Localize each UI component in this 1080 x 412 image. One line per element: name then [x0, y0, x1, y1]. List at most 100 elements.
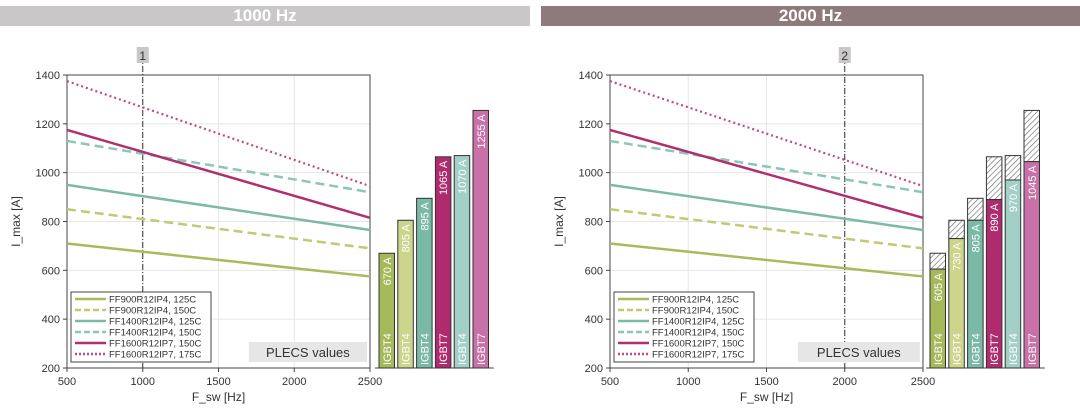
- series-line: [66, 208, 371, 250]
- legend-entry: FF900R12IP4, 150C: [652, 306, 739, 317]
- bar-value-label: 730 A: [952, 242, 964, 271]
- bar-type-label: IGBT4: [933, 333, 945, 365]
- bar-type-label: IGBT4: [970, 333, 982, 365]
- legend-entry: FF1600R12IP7, 150C: [109, 339, 202, 350]
- bar-value-label: 1255 A: [476, 114, 488, 149]
- bar-value-label: 805 A: [401, 224, 413, 253]
- y-tick-label: 1000: [579, 168, 603, 180]
- y-tick-label: 1200: [579, 119, 603, 131]
- y-tick-label: 600: [42, 265, 60, 277]
- bar-value-label: 970 A: [1008, 183, 1020, 212]
- bar-hatched-segment: [985, 156, 1003, 201]
- y-tick-label: 400: [585, 314, 603, 326]
- x-tick-label: 1000: [131, 376, 155, 388]
- y-axis-label: I_max [A]: [552, 196, 566, 247]
- bar: [397, 219, 414, 369]
- legend-entry: FF1600R12IP7, 175C: [109, 350, 202, 361]
- series-line: [66, 139, 371, 194]
- bar-type-label: IGBT4: [382, 333, 394, 365]
- bar-type-label: IGBT4: [401, 333, 413, 365]
- series-line: [609, 80, 924, 188]
- bar-value-label: 1070 A: [457, 159, 469, 194]
- bar-type-label: IGBT7: [1027, 333, 1039, 365]
- y-tick-label: 1400: [36, 70, 60, 82]
- legend-box: [613, 291, 755, 363]
- x-axis-label: F_sw [Hz]: [192, 390, 245, 404]
- series-line: [609, 128, 924, 220]
- marker-label: 1: [139, 49, 146, 63]
- legend-entry: FF900R12IP4, 125C: [109, 295, 196, 306]
- bar-value-label: 605 A: [933, 272, 945, 301]
- bar-hatched-segment: [967, 197, 984, 221]
- x-tick-label: 500: [58, 376, 76, 388]
- plot-frame: [609, 74, 924, 369]
- bar-type-label: IGBT4: [457, 333, 469, 365]
- legend-entry: FF900R12IP4, 150C: [109, 306, 196, 317]
- y-tick-label: 1200: [36, 119, 60, 131]
- bar-hatched-segment: [1023, 109, 1040, 163]
- bar: [967, 219, 984, 369]
- bar: [378, 252, 395, 369]
- bar: [472, 109, 489, 369]
- annotation-box: [797, 342, 920, 362]
- bar: [985, 199, 1003, 369]
- legend-entry: FF1600R12IP7, 175C: [652, 350, 745, 361]
- bar-type-label: IGBT7: [989, 333, 1001, 365]
- bar: [434, 156, 452, 369]
- bar-type-label: IGBT7: [438, 333, 450, 365]
- bar-value-label: 895 A: [419, 202, 431, 231]
- bar-value-label: 1045 A: [1027, 165, 1039, 200]
- bar: [416, 197, 433, 369]
- chart-2: 200 400 600 800 1000 1200 1400 500 1000 1500 2000 2…: [552, 47, 1045, 404]
- bar: [1004, 179, 1022, 369]
- x-tick-label: 2500: [358, 376, 382, 388]
- y-tick-label: 800: [585, 217, 603, 229]
- y-tick-label: 200: [585, 363, 603, 375]
- bar: [453, 155, 471, 369]
- marker-label: 2: [841, 49, 848, 63]
- chart-1: 200 400 600 800 1000 1200 1400 500 1000 1500 2000 2…: [9, 47, 494, 404]
- x-tick-label: 2000: [833, 376, 857, 388]
- bar-type-label: IGBT4: [952, 333, 964, 365]
- legend-entry: FF1400R12IP4, 150C: [652, 328, 745, 339]
- bar-type-label: IGBT4: [1008, 333, 1020, 365]
- legend-entry: FF1600R12IP7, 150C: [652, 339, 745, 350]
- annotation-text: PLECS values: [817, 345, 901, 360]
- bar-value-label: 805 A: [970, 224, 982, 253]
- marker-box: [136, 47, 149, 63]
- x-tick-label: 1500: [206, 376, 230, 388]
- bar-type-label: IGBT7: [476, 333, 488, 365]
- x-tick-label: 2000: [282, 376, 306, 388]
- x-tick-label: 500: [601, 376, 619, 388]
- bar-type-label: IGBT4: [419, 333, 431, 365]
- annotation-text: PLECS values: [266, 345, 350, 360]
- legend-box: [70, 291, 212, 363]
- series-line: [609, 208, 924, 250]
- series-line: [609, 242, 924, 278]
- bar-hatched-segment: [1004, 155, 1022, 181]
- y-tick-label: 1400: [579, 70, 603, 82]
- annotation-box: [248, 342, 367, 362]
- bar: [1023, 161, 1040, 369]
- series-line: [609, 183, 924, 232]
- legend-entry: FF1400R12IP4, 150C: [109, 328, 202, 339]
- bar-value-label: 1065 A: [438, 160, 450, 195]
- series-line: [66, 80, 371, 188]
- marker-box: [838, 47, 851, 63]
- legend-entry: FF900R12IP4, 125C: [652, 295, 739, 306]
- series-line: [66, 242, 371, 278]
- x-tick-label: 1500: [754, 376, 778, 388]
- x-axis-label: F_sw [Hz]: [740, 390, 793, 404]
- y-tick-label: 400: [42, 314, 60, 326]
- y-tick-label: 800: [42, 217, 60, 229]
- plot-frame: [66, 74, 371, 369]
- y-tick-label: 600: [585, 265, 603, 277]
- bar-hatched-segment: [929, 252, 946, 270]
- y-axis-label: I_max [A]: [9, 196, 23, 247]
- legend-entry: FF1400R12IP4, 125C: [109, 317, 202, 328]
- series-line: [609, 139, 924, 194]
- header-1000hz: 1000 Hz: [0, 6, 530, 26]
- bar: [948, 238, 965, 369]
- bar: [929, 268, 946, 369]
